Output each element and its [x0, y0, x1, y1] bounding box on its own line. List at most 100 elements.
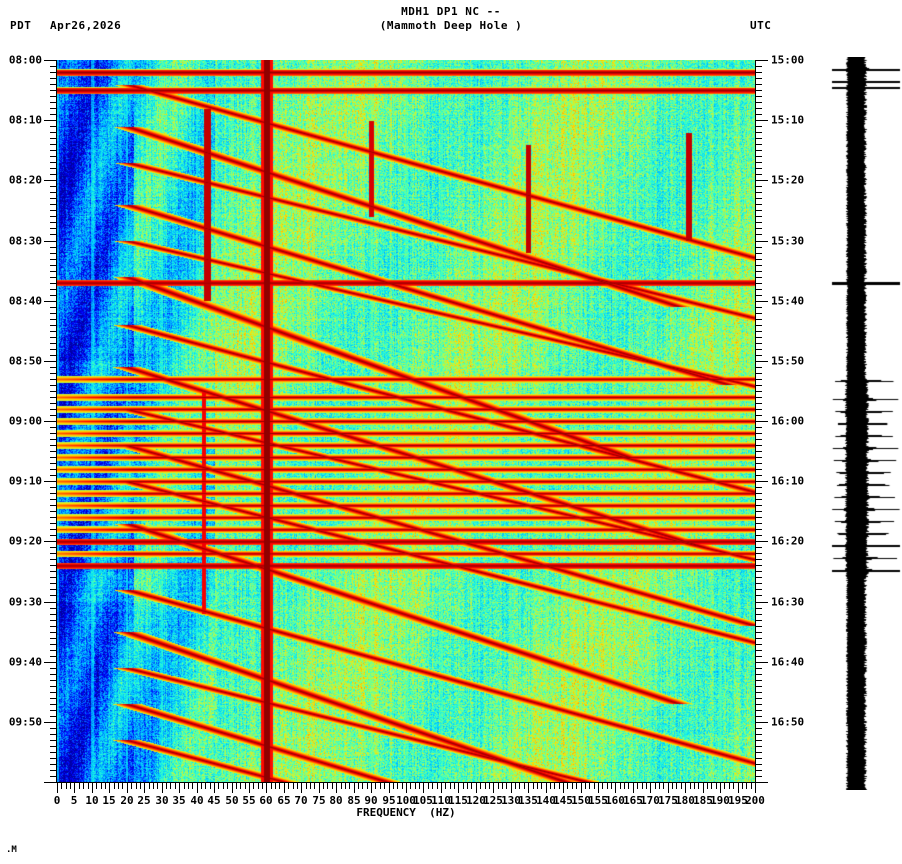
time-label-left: 08:00: [8, 53, 42, 67]
freq-tick-major: [249, 782, 250, 793]
freq-tick-minor: [711, 782, 712, 789]
time-tick-minor-right: [755, 686, 762, 687]
time-label-left: 09:00: [8, 414, 42, 428]
time-tick-minor-left: [50, 385, 57, 386]
corner-artifact-mark: .M: [6, 845, 17, 855]
freq-tick-minor: [205, 782, 206, 789]
time-tick-minor-left: [50, 620, 57, 621]
time-tick-minor-right: [755, 734, 762, 735]
freq-tick-minor: [729, 782, 730, 789]
time-tick-minor-right: [755, 529, 762, 530]
time-tick-minor-left: [50, 511, 57, 512]
time-label-left: 08:50: [8, 354, 42, 368]
time-tick-minor-left: [50, 686, 57, 687]
freq-tick-major: [179, 782, 180, 793]
time-label-left: 08:40: [8, 294, 42, 308]
freq-tick-minor: [279, 782, 280, 789]
freq-tick-minor: [227, 782, 228, 789]
freq-tick-minor: [367, 782, 368, 789]
time-tick-major-left: [44, 722, 57, 723]
freq-tick-minor: [131, 782, 132, 789]
time-tick-minor-right: [755, 547, 762, 548]
time-tick-minor-left: [50, 674, 57, 675]
freq-tick-minor: [258, 782, 259, 789]
time-tick-minor-right: [755, 710, 762, 711]
time-tick-minor-right: [755, 397, 762, 398]
time-tick-minor-right: [755, 150, 762, 151]
frequency-label: 185: [693, 794, 713, 807]
time-tick-minor-left: [50, 698, 57, 699]
time-tick-minor-left: [50, 457, 57, 458]
time-tick-minor-right: [755, 90, 762, 91]
time-tick-major-left: [44, 662, 57, 663]
time-tick-minor-right: [755, 632, 762, 633]
time-tick-minor-left: [50, 535, 57, 536]
time-tick-minor-left: [50, 114, 57, 115]
station-name-title: (Mammoth Deep Hole ): [379, 19, 523, 32]
time-tick-minor-left: [50, 198, 57, 199]
freq-tick-minor: [576, 782, 577, 789]
time-tick-minor-left: [50, 222, 57, 223]
frequency-label: 5: [70, 794, 78, 807]
time-tick-minor-right: [755, 674, 762, 675]
freq-tick-minor: [502, 782, 503, 789]
time-axis-left: 08:00 08:10 08:20 08:30 08:40 08:50 09:00 09:10…: [0, 54, 57, 783]
time-tick-minor-left: [50, 716, 57, 717]
freq-tick-minor: [362, 782, 363, 789]
spectrogram-canvas[interactable]: [57, 60, 755, 782]
time-tick-major-left: [44, 120, 57, 121]
freq-tick-minor: [498, 782, 499, 789]
frequency-label: 30: [155, 794, 169, 807]
freq-tick-minor: [96, 782, 97, 789]
freq-tick-minor: [663, 782, 664, 789]
time-tick-minor-right: [755, 770, 762, 771]
frequency-label: 85: [347, 794, 361, 807]
time-tick-minor-right: [755, 511, 762, 512]
freq-tick-minor: [153, 782, 154, 789]
freq-tick-minor: [445, 782, 446, 789]
time-tick-minor-right: [755, 692, 762, 693]
time-tick-minor-left: [50, 632, 57, 633]
frequency-label: 135: [518, 794, 538, 807]
frequency-label: 0: [53, 794, 61, 807]
time-tick-minor-left: [50, 409, 57, 410]
time-tick-minor-left: [50, 487, 57, 488]
time-tick-minor-left: [50, 517, 57, 518]
time-tick-major-right: [755, 180, 768, 181]
freq-tick-minor: [122, 782, 123, 789]
time-tick-major-left: [44, 301, 57, 302]
time-tick-minor-left: [50, 439, 57, 440]
freq-tick-minor: [716, 782, 717, 789]
freq-tick-minor: [262, 782, 263, 789]
freq-tick-major: [406, 782, 407, 793]
time-tick-minor-left: [50, 770, 57, 771]
spectrogram-plot[interactable]: [57, 60, 755, 782]
time-tick-minor-right: [755, 174, 762, 175]
time-tick-minor-right: [755, 668, 762, 669]
time-label-left: 09:20: [8, 534, 42, 548]
time-tick-minor-left: [50, 325, 57, 326]
time-tick-minor-right: [755, 78, 762, 79]
freq-tick-minor: [733, 782, 734, 789]
freq-tick-major: [197, 782, 198, 793]
frequency-label: 75: [312, 794, 326, 807]
time-tick-minor-right: [755, 84, 762, 85]
frequency-label: 200: [745, 794, 765, 807]
freq-tick-major: [266, 782, 267, 793]
time-tick-minor-left: [50, 734, 57, 735]
freq-tick-minor: [358, 782, 359, 789]
freq-tick-minor: [170, 782, 171, 789]
time-tick-minor-left: [50, 397, 57, 398]
time-tick-minor-right: [755, 517, 762, 518]
time-tick-minor-right: [755, 638, 762, 639]
frequency-label: 80: [329, 794, 343, 807]
freq-tick-major: [301, 782, 302, 793]
time-tick-minor-right: [755, 186, 762, 187]
freq-tick-minor: [223, 782, 224, 789]
freq-tick-minor: [384, 782, 385, 789]
freq-tick-minor: [602, 782, 603, 789]
time-tick-minor-left: [50, 595, 57, 596]
time-tick-minor-right: [755, 553, 762, 554]
header-timezone-right: UTC: [750, 19, 772, 32]
freq-tick-minor: [192, 782, 193, 789]
